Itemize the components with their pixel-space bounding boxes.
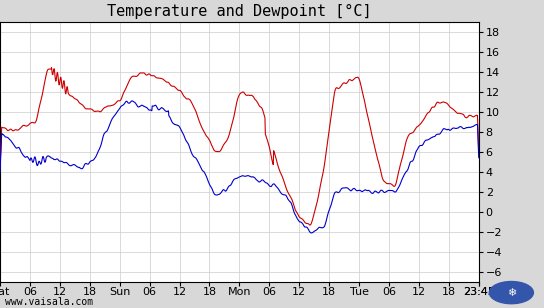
Text: www.vaisala.com: www.vaisala.com	[5, 297, 94, 307]
Circle shape	[490, 282, 533, 304]
Text: ❄: ❄	[506, 288, 516, 298]
Title: Temperature and Dewpoint [°C]: Temperature and Dewpoint [°C]	[107, 4, 372, 19]
